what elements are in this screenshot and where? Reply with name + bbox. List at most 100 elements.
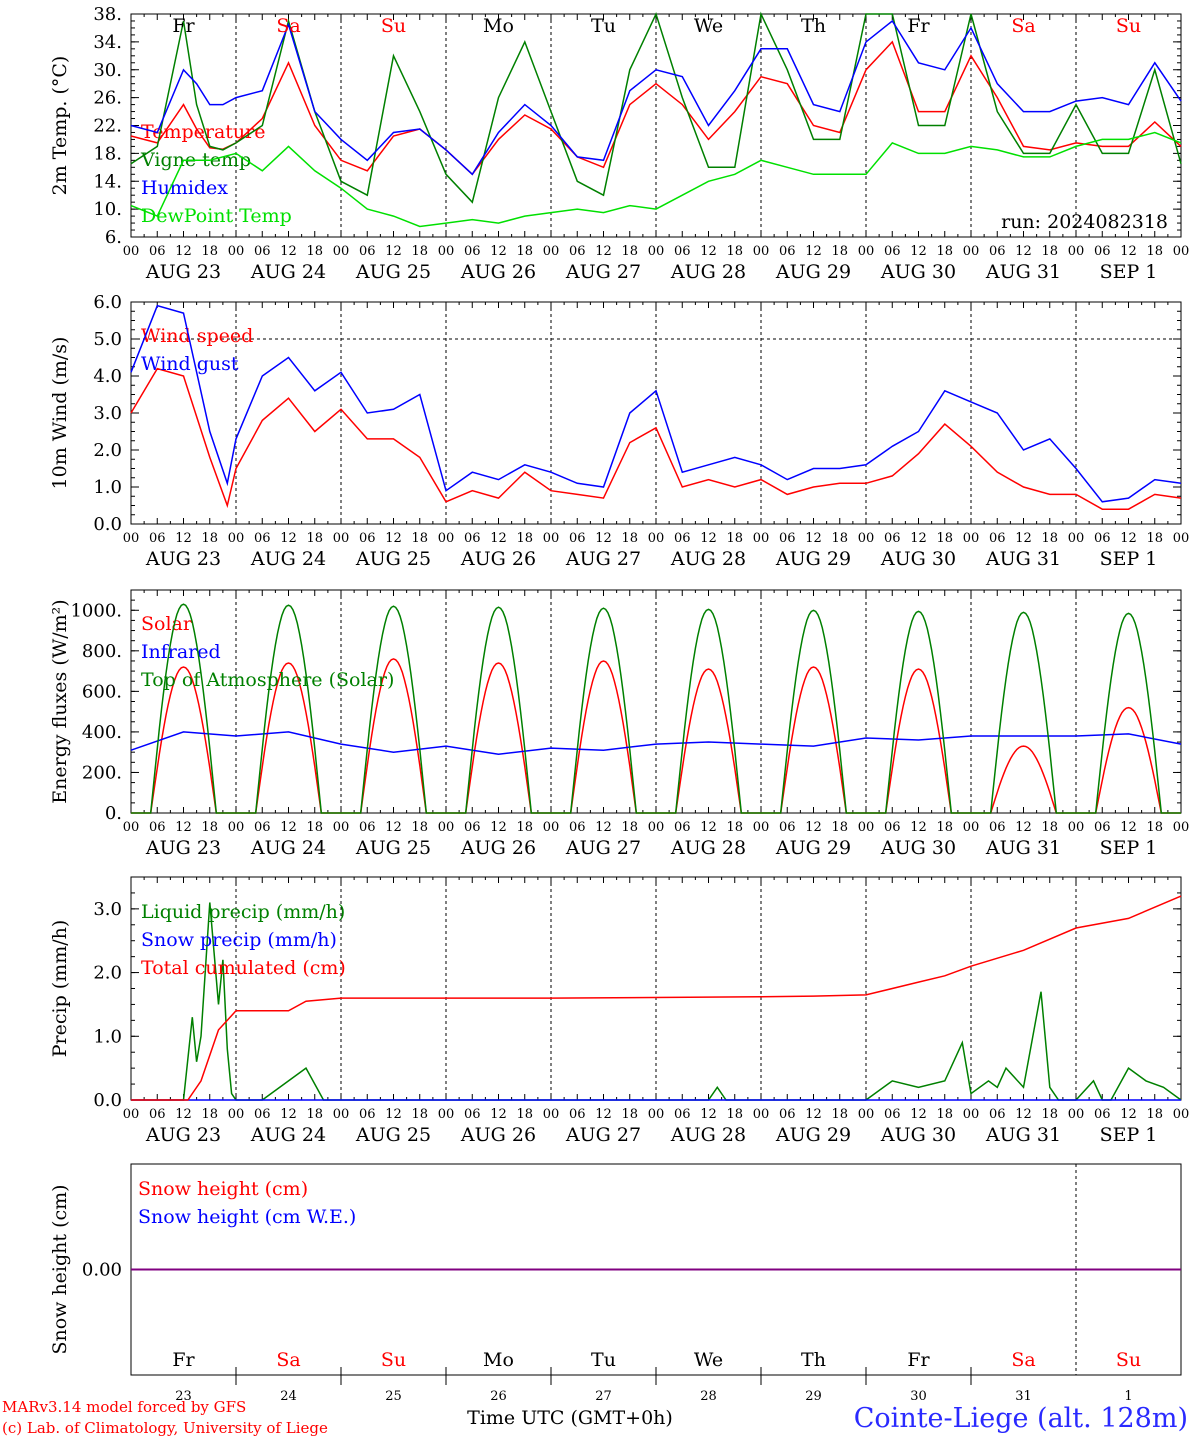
hour-tick-label: 06 bbox=[359, 531, 376, 546]
hour-tick-label: 12 bbox=[175, 531, 192, 546]
hour-tick-label: 18 bbox=[306, 531, 323, 546]
hour-tick-label: 06 bbox=[884, 244, 901, 259]
date-label: AUG 28 bbox=[670, 261, 746, 283]
hour-tick-label: 06 bbox=[779, 244, 796, 259]
hour-tick-label: 18 bbox=[411, 244, 428, 259]
hour-tick-label: 18 bbox=[516, 531, 533, 546]
hour-tick-label: 06 bbox=[1094, 1107, 1111, 1122]
hour-tick-label: 12 bbox=[805, 531, 822, 546]
footer-station-name: Cointe-Liege (alt. 128m) bbox=[854, 1403, 1188, 1434]
bottom-day-number: 25 bbox=[385, 1389, 402, 1404]
hour-tick-label: 00 bbox=[123, 820, 140, 835]
hour-tick-label: 00 bbox=[543, 1107, 560, 1122]
hour-tick-label: 00 bbox=[333, 531, 350, 546]
series-line-1 bbox=[130, 40, 1182, 176]
series-line-4 bbox=[130, 131, 1182, 228]
hour-tick-label: 00 bbox=[963, 1107, 980, 1122]
legend-entry: Top of Atmosphere (Solar) bbox=[141, 669, 394, 691]
hour-tick-label: 06 bbox=[779, 820, 796, 835]
hour-tick-label: 06 bbox=[674, 244, 691, 259]
legend-entry: Humidex bbox=[141, 177, 228, 199]
hour-tick-label: 00 bbox=[648, 531, 665, 546]
hour-tick-label: 00 bbox=[753, 531, 770, 546]
hour-tick-label: 18 bbox=[516, 1107, 533, 1122]
date-label: AUG 31 bbox=[985, 1124, 1061, 1146]
hour-tick-label: 18 bbox=[621, 1107, 638, 1122]
hour-tick-label: 06 bbox=[989, 244, 1006, 259]
day-name-label: Su bbox=[1116, 15, 1141, 37]
footer-lab-credit: (c) Lab. of Climatology, University of L… bbox=[2, 1419, 328, 1437]
y-tick-label: 22. bbox=[93, 116, 122, 137]
date-label: AUG 29 bbox=[775, 837, 851, 859]
hour-tick-label: 18 bbox=[1041, 1107, 1058, 1122]
hour-tick-label: 00 bbox=[1173, 244, 1190, 259]
hour-tick-label: 00 bbox=[963, 820, 980, 835]
date-label: AUG 28 bbox=[670, 1124, 746, 1146]
hour-tick-label: 00 bbox=[228, 244, 245, 259]
y-axis-label: 10m Wind (m/s) bbox=[49, 337, 71, 490]
hour-tick-label: 00 bbox=[963, 244, 980, 259]
y-tick-label: 1.0 bbox=[93, 1026, 122, 1047]
y-tick-label: 200. bbox=[82, 762, 122, 783]
hour-tick-label: 06 bbox=[779, 531, 796, 546]
y-tick-label: 0.00 bbox=[82, 1260, 122, 1281]
hour-tick-label: 00 bbox=[123, 244, 140, 259]
bottom-day-number: 26 bbox=[490, 1389, 507, 1404]
hour-tick-label: 18 bbox=[936, 1107, 953, 1122]
series-line-1 bbox=[130, 367, 1182, 510]
hour-tick-label: 06 bbox=[779, 1107, 796, 1122]
hour-tick-label: 00 bbox=[228, 531, 245, 546]
hour-tick-label: 06 bbox=[254, 1107, 271, 1122]
hour-tick-label: 06 bbox=[254, 244, 271, 259]
y-tick-label: 26. bbox=[93, 88, 122, 109]
hour-tick-label: 00 bbox=[228, 1107, 245, 1122]
y-tick-label: 30. bbox=[93, 60, 122, 81]
bottom-day-name: Su bbox=[381, 1349, 406, 1371]
hour-tick-label: 18 bbox=[831, 1107, 848, 1122]
hour-tick-label: 18 bbox=[411, 531, 428, 546]
hour-tick-label: 18 bbox=[1041, 531, 1058, 546]
hour-tick-label: 06 bbox=[359, 244, 376, 259]
hour-tick-label: 18 bbox=[936, 531, 953, 546]
bottom-day-name: Sa bbox=[276, 1349, 300, 1371]
legend-entry: Wind gust bbox=[141, 353, 239, 375]
hour-tick-label: 18 bbox=[831, 531, 848, 546]
hour-tick-label: 12 bbox=[175, 1107, 192, 1122]
hour-tick-label: 18 bbox=[621, 820, 638, 835]
hour-tick-label: 00 bbox=[123, 531, 140, 546]
hour-tick-label: 00 bbox=[228, 820, 245, 835]
hour-tick-label: 06 bbox=[884, 531, 901, 546]
hour-tick-label: 18 bbox=[726, 820, 743, 835]
hour-tick-label: 06 bbox=[149, 531, 166, 546]
day-name-label: We bbox=[694, 15, 723, 37]
date-label: AUG 30 bbox=[880, 548, 956, 570]
hour-tick-label: 18 bbox=[201, 820, 218, 835]
hour-tick-label: 06 bbox=[989, 531, 1006, 546]
y-tick-label: 18. bbox=[93, 143, 122, 164]
bottom-day-number: 31 bbox=[1015, 1389, 1032, 1404]
date-label: AUG 24 bbox=[250, 548, 326, 570]
date-label: AUG 24 bbox=[250, 1124, 326, 1146]
legend-entry: Infrared bbox=[141, 641, 221, 663]
panel-frame bbox=[130, 13, 1182, 238]
date-label: SEP 1 bbox=[1100, 1124, 1158, 1146]
hour-tick-label: 18 bbox=[831, 820, 848, 835]
hour-tick-label: 00 bbox=[1068, 531, 1085, 546]
hour-tick-label: 00 bbox=[753, 1107, 770, 1122]
day-name-label: Fr bbox=[172, 15, 195, 37]
hour-tick-label: 00 bbox=[858, 820, 875, 835]
hour-tick-label: 00 bbox=[858, 244, 875, 259]
date-label: AUG 28 bbox=[670, 548, 746, 570]
chart-panel-4: 00 06 12 18 00 06 12 18 00 06 12 18 00 06 12 18 00 06 12 18… bbox=[49, 876, 1189, 1146]
hour-tick-label: 06 bbox=[359, 820, 376, 835]
run-label: run: 2024082318 bbox=[1001, 211, 1168, 233]
hour-tick-label: 06 bbox=[359, 1107, 376, 1122]
y-tick-label: 0.0 bbox=[93, 1090, 122, 1111]
hour-tick-label: 06 bbox=[149, 244, 166, 259]
date-label: AUG 25 bbox=[355, 837, 431, 859]
legend-entry: Snow height (cm) bbox=[138, 1178, 308, 1200]
day-name-label: Th bbox=[801, 15, 826, 37]
hour-tick-label: 18 bbox=[936, 244, 953, 259]
hour-tick-label: 18 bbox=[1041, 820, 1058, 835]
hour-tick-label: 18 bbox=[726, 531, 743, 546]
